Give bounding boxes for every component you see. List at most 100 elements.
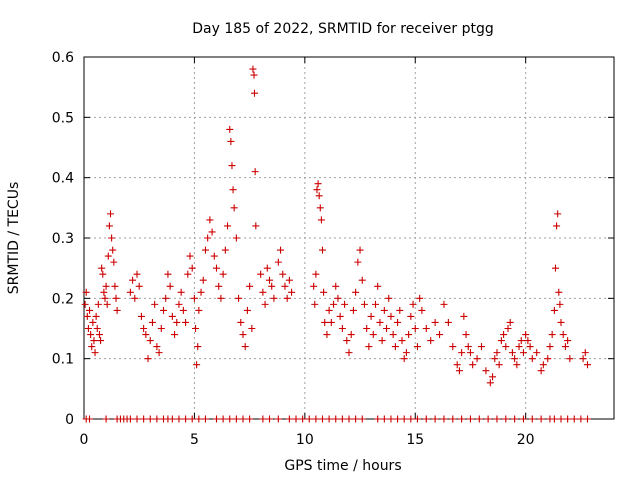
data-point <box>564 415 572 423</box>
data-point <box>533 349 541 357</box>
data-point <box>87 331 95 339</box>
data-point <box>98 264 106 272</box>
data-point <box>314 180 322 188</box>
data-point <box>508 349 516 357</box>
data-point <box>137 312 145 320</box>
data-point <box>129 276 137 284</box>
data-point <box>418 306 426 314</box>
data-point <box>402 349 410 357</box>
data-point <box>188 264 196 272</box>
data-point <box>332 282 340 290</box>
data-point <box>241 343 249 351</box>
data-point <box>341 300 349 308</box>
data-point <box>126 288 134 296</box>
data-point <box>164 270 172 278</box>
data-point <box>126 415 134 423</box>
data-point <box>186 252 194 260</box>
data-point <box>464 343 472 351</box>
data-point <box>81 300 89 308</box>
data-point <box>311 300 319 308</box>
data-point <box>557 318 565 326</box>
data-point <box>104 252 112 260</box>
data-point <box>315 192 323 200</box>
data-point <box>153 415 161 423</box>
x-axis-label: GPS time / hours <box>284 458 401 474</box>
data-point <box>188 415 196 423</box>
data-point <box>84 325 92 332</box>
data-point <box>466 415 474 423</box>
data-point <box>352 288 360 296</box>
data-point <box>581 349 589 357</box>
data-point <box>398 337 406 345</box>
data-point <box>400 355 408 363</box>
data-point <box>219 415 227 423</box>
data-point <box>197 288 205 296</box>
data-point <box>194 343 202 351</box>
data-point <box>431 318 439 326</box>
data-point <box>458 349 466 357</box>
data-point <box>228 162 236 170</box>
data-point <box>86 306 94 314</box>
data-point <box>409 300 417 308</box>
data-point <box>360 300 368 308</box>
data-point <box>559 331 567 339</box>
data-point <box>369 331 377 339</box>
data-point <box>108 234 116 242</box>
data-point <box>277 246 285 254</box>
data-point <box>385 294 393 302</box>
data-point <box>484 415 492 423</box>
data-point <box>88 343 96 351</box>
data-point <box>195 415 203 423</box>
data-point <box>502 415 510 423</box>
data-point <box>201 415 209 423</box>
data-point <box>422 325 430 332</box>
data-point <box>561 343 569 351</box>
data-point <box>555 288 563 296</box>
data-point <box>462 331 470 339</box>
data-point <box>564 337 572 345</box>
data-point <box>546 343 554 351</box>
data-point <box>489 373 497 381</box>
data-point <box>232 234 240 242</box>
data-point <box>235 294 243 302</box>
data-point <box>407 415 415 423</box>
data-point <box>221 246 229 254</box>
data-point <box>330 300 338 308</box>
data-point <box>213 415 220 423</box>
data-point <box>217 294 225 302</box>
data-point <box>140 415 148 423</box>
data-point <box>312 415 320 423</box>
data-point <box>356 246 364 254</box>
data-point <box>389 331 397 339</box>
data-point <box>142 331 150 339</box>
data-point <box>405 331 413 339</box>
data-point <box>345 415 353 423</box>
data-point <box>249 65 257 73</box>
data-point <box>358 276 366 284</box>
data-point <box>345 349 353 357</box>
data-point <box>281 282 289 290</box>
data-point <box>279 270 287 278</box>
data-point <box>210 252 218 260</box>
y-tick-label: 0.4 <box>52 171 74 187</box>
data-point <box>261 300 269 308</box>
data-point <box>320 288 328 296</box>
data-point <box>325 415 333 423</box>
data-point <box>153 343 161 351</box>
data-point <box>92 312 100 320</box>
data-point <box>376 318 384 326</box>
data-point <box>112 294 120 302</box>
data-point <box>182 318 190 326</box>
data-point <box>133 270 141 278</box>
data-point <box>310 282 318 290</box>
data-point <box>522 331 530 339</box>
data-point <box>475 415 483 423</box>
data-point <box>239 331 247 339</box>
data-point <box>105 222 113 230</box>
data-point <box>374 415 382 423</box>
data-point <box>113 306 121 314</box>
data-point <box>502 343 510 351</box>
data-point <box>171 331 179 339</box>
data-point <box>109 246 117 254</box>
